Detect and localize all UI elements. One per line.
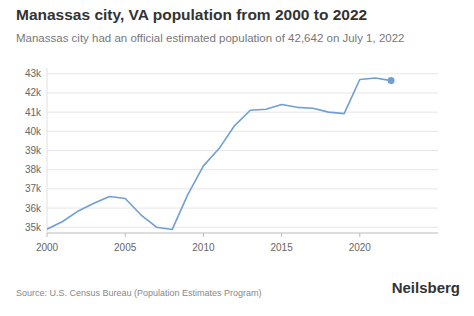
last-point <box>388 77 395 84</box>
grid-line <box>47 150 438 151</box>
x-tick-label: 2015 <box>270 242 293 253</box>
x-axis-line <box>47 233 438 234</box>
x-tick-label: 2000 <box>36 242 59 253</box>
y-tick-label: 38k <box>25 164 42 175</box>
y-tick-label: 35k <box>25 222 42 233</box>
y-tick-label: 40k <box>25 126 42 137</box>
y-tick-label: 36k <box>25 203 42 214</box>
source: Source: U.S. Census Bureau (Population E… <box>16 288 262 298</box>
x-tick-label: 2005 <box>114 242 137 253</box>
grid-line <box>47 73 438 74</box>
brand: Neilsberg <box>392 279 460 296</box>
x-tick <box>281 233 282 237</box>
grid-line <box>47 169 438 170</box>
subtitle: Manassas city had an official estimated … <box>16 32 404 44</box>
y-tick-label: 37k <box>25 183 42 194</box>
y-tick-label: 43k <box>25 68 42 79</box>
x-tick-label: 2020 <box>349 242 372 253</box>
x-tick <box>47 233 48 237</box>
y-tick-label: 42k <box>25 87 42 98</box>
line <box>47 78 391 230</box>
chart: Manassas city, VA population from 2000 t… <box>0 0 474 316</box>
plot-area <box>47 77 395 229</box>
title: Manassas city, VA population from 2000 t… <box>16 6 367 23</box>
grid-line <box>47 227 438 228</box>
x-tick <box>125 233 126 237</box>
x-tick <box>203 233 204 237</box>
grid-line <box>47 112 438 113</box>
grid-line <box>47 188 438 189</box>
grid-line <box>47 208 438 209</box>
grid-line <box>47 92 438 93</box>
grid-line <box>47 131 438 132</box>
y-tick-label: 41k <box>25 107 42 118</box>
x-tick-label: 2010 <box>192 242 215 253</box>
y-tick-label: 39k <box>25 145 42 156</box>
y-axis-line <box>47 68 48 233</box>
x-tick <box>359 233 360 237</box>
